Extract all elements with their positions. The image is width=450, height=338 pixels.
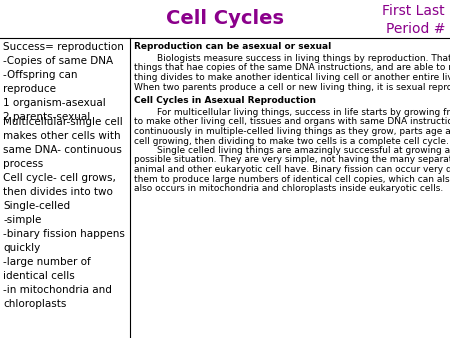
Text: to make other living cell, tissues and organs with same DNA instructions. New ce: to make other living cell, tissues and o… <box>134 118 450 126</box>
Text: Biologists measure success in living things by reproduction. That means making o: Biologists measure success in living thi… <box>134 54 450 63</box>
Text: Cell Cycles: Cell Cycles <box>166 9 284 28</box>
Text: animal and other eukaryotic cell have. Binary fission can occur very quickly in : animal and other eukaryotic cell have. B… <box>134 165 450 174</box>
Text: Reproduction can be asexual or sexual: Reproduction can be asexual or sexual <box>134 42 331 51</box>
Text: possible situation. They are very simple, not having the many separate membrane-: possible situation. They are very simple… <box>134 155 450 165</box>
Text: When two parents produce a cell or new living thing, it is sexual reproduction.: When two parents produce a cell or new l… <box>134 82 450 92</box>
Text: things that hae copies of the same DNA instructions, and are able to reproduce t: things that hae copies of the same DNA i… <box>134 64 450 72</box>
Text: them to produce large numbers of identical cell copies, which can also produce m: them to produce large numbers of identic… <box>134 174 450 184</box>
Text: cell growing, then dividing to make two cells is a complete cell cycle. Not all : cell growing, then dividing to make two … <box>134 137 450 145</box>
Text: For multicellular living things, success in life starts by growing from a single: For multicellular living things, success… <box>134 108 450 117</box>
Text: Single celled living things are amazingly successful at growing and reproducing : Single celled living things are amazingl… <box>134 146 450 155</box>
Text: First Last
Period #: First Last Period # <box>382 4 445 37</box>
Text: also occurs in mitochondria and chloroplasts inside eukaryotic cells.: also occurs in mitochondria and chloropl… <box>134 184 443 193</box>
Text: thing divides to make another identical living cell or another entire living thi: thing divides to make another identical … <box>134 73 450 82</box>
Text: Success= reproduction
-Copies of same DNA
-Offspring can
reproduce
1 organism-as: Success= reproduction -Copies of same DN… <box>3 42 124 122</box>
Text: continuously in multiple-celled living things as they grow, parts age and are da: continuously in multiple-celled living t… <box>134 127 450 136</box>
Text: Multicellular-single cell
makes other cells with
same DNA- continuous
process
Ce: Multicellular-single cell makes other ce… <box>3 117 125 309</box>
Text: Cell Cycles in Asexual Reproduction: Cell Cycles in Asexual Reproduction <box>134 96 316 105</box>
